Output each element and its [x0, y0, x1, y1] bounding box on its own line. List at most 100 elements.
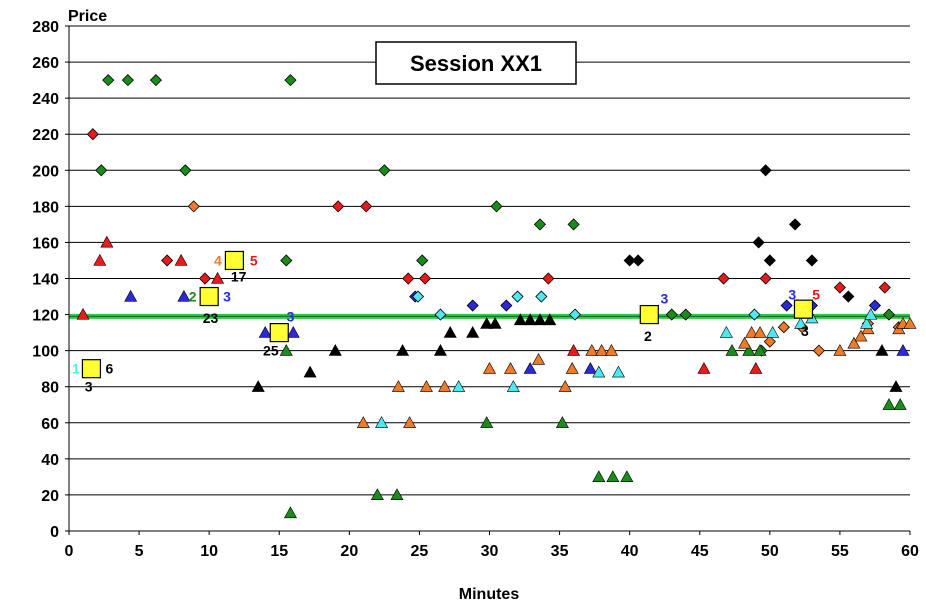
point-annotation: 2	[189, 289, 197, 305]
point-annotation: 3	[287, 308, 295, 324]
data-point-cyan-diamond	[535, 290, 548, 303]
data-point-black-triangle	[251, 380, 265, 392]
x-tick-label: 10	[200, 543, 218, 560]
y-tick-label: 260	[32, 55, 59, 72]
data-point-black-triangle	[303, 365, 317, 378]
data-point-orange-triangle	[419, 380, 433, 392]
data-point-cyan-triangle	[375, 416, 389, 428]
data-point-orange-triangle	[565, 362, 579, 374]
data-point-black-diamond	[752, 236, 765, 249]
data-point-cyan-triangle	[860, 316, 874, 329]
data-point-green-diamond	[416, 254, 429, 267]
point-annotation: 4	[214, 252, 222, 268]
data-point-green-triangle	[555, 416, 569, 428]
data-point-black-triangle	[513, 313, 527, 326]
data-point-black-diamond	[632, 254, 645, 267]
data-point-red-diamond	[833, 281, 846, 294]
x-tick-labels: 0 5 10 15 20 25 30 35 40 45 50 55 60	[65, 543, 919, 560]
data-point-green-triangle	[620, 470, 634, 482]
x-tick-label: 35	[551, 543, 569, 560]
data-point-green-triangle	[279, 344, 293, 356]
data-points	[76, 74, 917, 519]
x-tick-label: 55	[831, 543, 849, 560]
x-axis-title: Minutes	[459, 586, 520, 603]
data-point-yellow-square	[199, 286, 219, 307]
data-point-orange-triangle	[745, 325, 759, 338]
data-point-blue-triangle	[258, 325, 272, 338]
data-point-green-diamond	[665, 308, 678, 321]
data-point-green-triangle	[390, 488, 404, 501]
point-annotation: 3	[801, 323, 809, 339]
point-annotation: 3	[788, 287, 796, 303]
point-annotation: 3	[223, 289, 231, 305]
y-tick-label: 220	[32, 127, 59, 144]
y-tick-label: 80	[41, 380, 59, 397]
data-point-green-triangle	[725, 344, 739, 356]
data-point-green-diamond	[121, 74, 134, 87]
y-tick-label: 120	[32, 308, 59, 325]
data-point-black-triangle	[889, 380, 903, 392]
data-point-red-diamond	[332, 200, 345, 213]
data-point-cyan-triangle	[766, 325, 780, 338]
point-annotation: 17	[231, 269, 247, 285]
data-point-orange-triangle	[595, 344, 609, 356]
data-point-red-triangle	[211, 271, 225, 284]
y-tick-label: 200	[32, 163, 59, 180]
data-point-yellow-square	[224, 250, 244, 271]
data-point-yellow-square	[269, 323, 289, 343]
data-point-green-triangle	[606, 470, 620, 482]
data-point-blue-triangle	[583, 362, 597, 374]
x-tick-label: 25	[411, 543, 429, 560]
data-point-orange-diamond	[812, 344, 825, 357]
data-point-red-triangle	[76, 307, 90, 320]
data-point-blue-diamond	[868, 299, 882, 312]
data-point-green-diamond	[95, 164, 108, 177]
data-point-orange-triangle	[753, 325, 767, 338]
data-point-green-diamond	[490, 200, 503, 213]
data-point-red-triangle	[100, 235, 114, 248]
data-point-orange-triangle	[438, 380, 452, 392]
data-point-blue-triangle	[286, 325, 300, 338]
data-point-cyan-triangle	[794, 316, 808, 329]
data-point-blue-triangle	[523, 362, 537, 374]
x-tick-label: 60	[901, 543, 919, 560]
data-point-red-triangle	[567, 344, 581, 356]
data-point-orange-triangle	[482, 362, 497, 374]
data-point-green-diamond	[284, 74, 297, 87]
data-point-cyan-diamond	[411, 290, 425, 303]
data-point-black-triangle	[466, 325, 480, 338]
data-point-cyan-triangle	[719, 325, 733, 338]
data-point-black-triangle	[488, 316, 502, 329]
data-point-green-diamond	[679, 308, 692, 321]
data-point-black-diamond	[763, 254, 776, 267]
data-point-cyan-triangle	[611, 365, 625, 378]
data-point-green-triangle	[753, 344, 767, 356]
data-point-red-diamond	[878, 281, 891, 294]
data-point-black-triangle	[533, 313, 547, 326]
data-point-red-diamond	[418, 272, 432, 285]
data-point-green-diamond	[567, 218, 580, 231]
data-point-green-triangle	[742, 344, 756, 356]
y-tick-label: 240	[32, 91, 59, 108]
x-tick-label: 5	[135, 543, 144, 560]
chart-title: Session XX1	[410, 51, 542, 76]
data-point-green-triangle	[893, 398, 907, 410]
point-annotation: 3	[85, 379, 93, 395]
data-point-black-diamond	[842, 290, 855, 303]
data-point-cyan-diamond	[568, 308, 582, 321]
data-point-green-diamond	[179, 164, 192, 177]
data-point-black-triangle	[328, 344, 342, 356]
data-point-blue-diamond	[466, 299, 479, 312]
point-annotation: 3	[661, 290, 669, 306]
data-point-orange-diamond	[187, 200, 200, 213]
data-point-blue-triangle	[124, 289, 138, 302]
data-point-yellow-square	[81, 359, 102, 379]
data-point-cyan-triangle	[506, 380, 520, 392]
chart-title-box: Session XX1	[375, 41, 577, 85]
data-point-yellow-square	[639, 304, 659, 325]
data-point-orange-triangle	[833, 344, 847, 356]
data-point-black-diamond	[623, 254, 636, 267]
x-tick-label: 0	[65, 543, 74, 560]
